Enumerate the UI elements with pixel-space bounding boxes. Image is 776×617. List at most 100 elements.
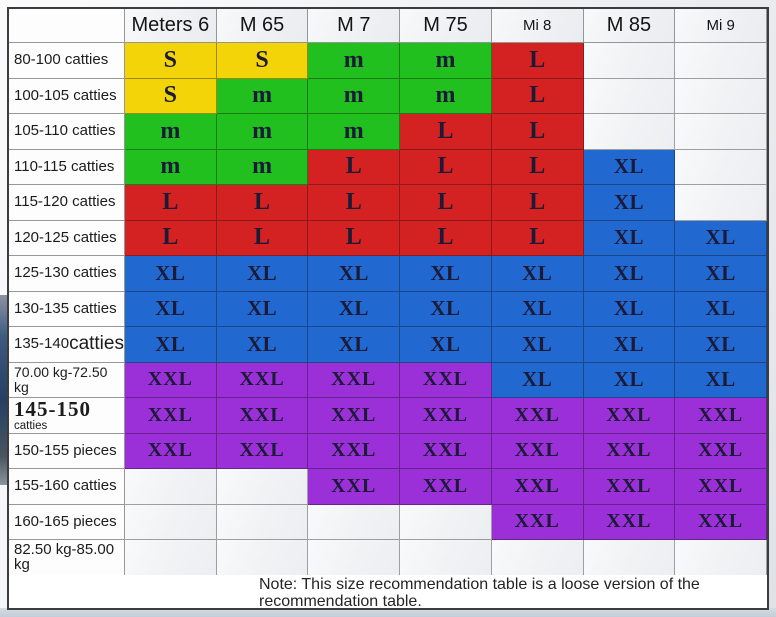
size-cell: L [491, 114, 584, 150]
size-cell: m [308, 43, 401, 79]
size-cell: L [400, 220, 492, 256]
size-cell [400, 540, 492, 576]
size-cell: XXL [216, 433, 309, 469]
size-cell: L [308, 149, 401, 185]
column-header: M 75 [400, 9, 492, 43]
size-cell: XXL [583, 433, 676, 469]
size-cell: XXL [400, 362, 492, 398]
size-cell: XL [308, 291, 401, 327]
row-label: 120-125 catties [9, 220, 125, 256]
row-label: 105-110 catties [9, 114, 125, 150]
size-cell: XL [491, 362, 584, 398]
size-cell: XXL [308, 362, 401, 398]
row-label: 130-135 catties [9, 291, 125, 327]
row-label: 70.00 kg-72.50 kg [9, 362, 125, 398]
size-cell: L [308, 220, 401, 256]
column-header: Mi 9 [675, 9, 767, 43]
row-label: 125-130 catties [9, 256, 125, 292]
size-cell [125, 540, 217, 576]
size-cell: XXL [675, 469, 767, 505]
size-cell [125, 469, 217, 505]
size-cell: XL [675, 327, 767, 363]
size-cell: L [308, 185, 401, 221]
size-cell: XL [125, 256, 217, 292]
column-header: M 7 [308, 9, 401, 43]
size-cell [675, 114, 767, 150]
column-header: Meters 6 [125, 9, 217, 43]
background-bottom-strip [0, 608, 776, 617]
size-cell [583, 43, 676, 79]
size-cell: XXL [308, 433, 401, 469]
size-cell: L [491, 78, 584, 114]
size-cell: L [125, 185, 217, 221]
size-cell: XL [491, 327, 584, 363]
size-cell: XXL [216, 398, 309, 434]
size-cell: XXL [400, 469, 492, 505]
column-header: Mi 8 [491, 9, 584, 43]
size-cell: XL [675, 220, 767, 256]
size-cell: XXL [125, 433, 217, 469]
size-cell: S [125, 78, 217, 114]
size-cell: XXL [491, 398, 584, 434]
row-label: 80-100 catties [9, 43, 125, 79]
size-cell: XL [308, 256, 401, 292]
column-header: M 65 [216, 9, 309, 43]
size-cell [216, 469, 309, 505]
size-cell: XL [583, 220, 676, 256]
size-cell: XL [583, 362, 676, 398]
size-cell: XL [583, 149, 676, 185]
size-cell: XL [583, 291, 676, 327]
size-cell [400, 504, 492, 540]
corner-cell [9, 9, 125, 43]
size-cell: XXL [491, 433, 584, 469]
size-cell: XXL [308, 398, 401, 434]
size-cell: XXL [675, 504, 767, 540]
size-cell: S [216, 43, 309, 79]
size-cell [308, 540, 401, 576]
size-cell: m [125, 114, 217, 150]
size-cell: XXL [308, 469, 401, 505]
row-label: 155-160 catties [9, 469, 125, 505]
size-cell: L [491, 185, 584, 221]
size-cell: XL [400, 291, 492, 327]
size-cell: m [216, 149, 309, 185]
size-cell: XXL [216, 362, 309, 398]
size-cell: XXL [125, 362, 217, 398]
row-label: 100-105 catties [9, 78, 125, 114]
size-cell: XL [216, 327, 309, 363]
size-cell [675, 540, 767, 576]
size-cell: m [216, 114, 309, 150]
size-cell [216, 540, 309, 576]
size-cell: XL [491, 256, 584, 292]
size-cell: XL [308, 327, 401, 363]
size-cell [675, 43, 767, 79]
size-cell: L [216, 220, 309, 256]
row-label: 82.50 kg-85.00 kg [9, 540, 125, 576]
size-cell: XXL [491, 469, 584, 505]
row-label-part: catties [14, 420, 48, 433]
size-cell [491, 540, 584, 576]
size-cell: XL [400, 327, 492, 363]
size-cell: L [400, 185, 492, 221]
column-header: M 85 [583, 9, 676, 43]
size-cell: XL [125, 291, 217, 327]
size-cell: L [125, 220, 217, 256]
size-cell: XL [675, 291, 767, 327]
size-cell: XXL [400, 398, 492, 434]
size-cell: XXL [400, 433, 492, 469]
size-cell [675, 185, 767, 221]
size-cell: XL [400, 256, 492, 292]
size-cell: XL [583, 256, 676, 292]
size-cell: L [400, 149, 492, 185]
size-cell: XXL [491, 504, 584, 540]
size-cell: L [400, 114, 492, 150]
size-cell: XL [125, 327, 217, 363]
size-cell: m [308, 78, 401, 114]
size-cell: L [491, 149, 584, 185]
size-cell [675, 149, 767, 185]
size-cell: XXL [583, 469, 676, 505]
row-label: 150-155 pieces [9, 433, 125, 469]
row-label-part: 145-150 [14, 398, 91, 422]
